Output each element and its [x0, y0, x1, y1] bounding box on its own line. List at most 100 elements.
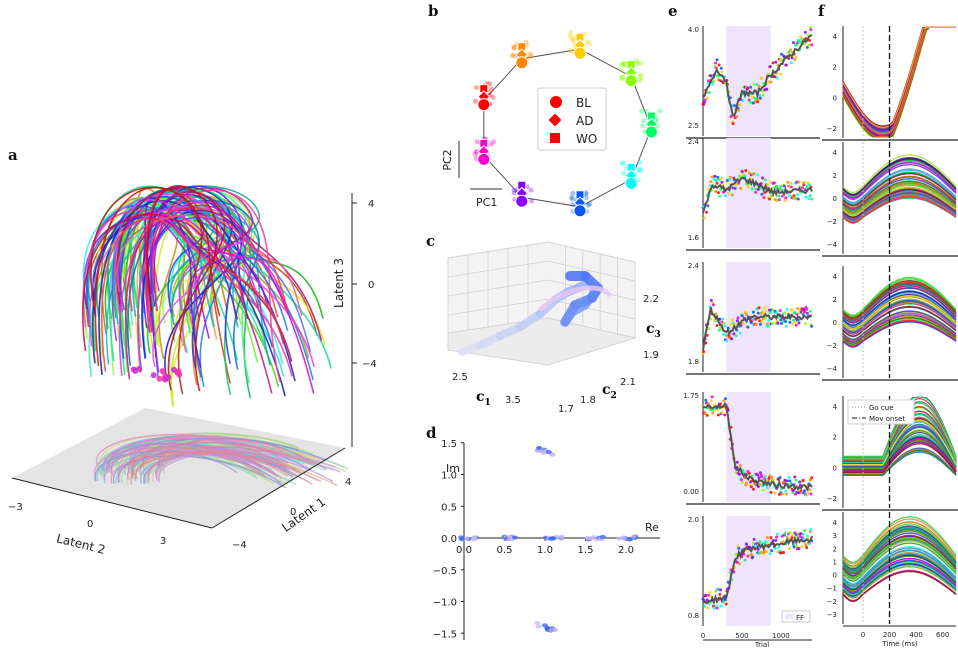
trial-dot — [568, 30, 574, 36]
smoothed-trace — [702, 401, 813, 492]
e-y-tick: 2.5 — [688, 122, 699, 130]
c3-tick: 2.2 — [643, 294, 659, 305]
time-course-line — [842, 283, 957, 321]
latent2-tick: 3 — [160, 536, 166, 547]
time-course-line — [842, 278, 957, 318]
time-course-line — [842, 523, 957, 569]
trial-point — [789, 61, 793, 65]
time-course-line — [842, 287, 957, 324]
x-tick-label: 1.5 — [578, 545, 594, 556]
trial-point — [719, 176, 723, 180]
trial-point — [765, 87, 769, 91]
trial-point — [797, 180, 801, 184]
trajectory-line — [118, 207, 266, 327]
trial-point — [771, 478, 775, 482]
y-tick-label: −1.0 — [433, 598, 457, 609]
trial-point — [803, 30, 807, 34]
ff-legend-box — [781, 610, 811, 623]
trial-dot — [487, 81, 493, 87]
trial-point — [799, 310, 803, 314]
trial-point — [703, 98, 707, 102]
trajectory-line — [133, 188, 251, 384]
trial-point — [789, 481, 793, 485]
endpoint-dot — [150, 372, 157, 379]
trial-dot — [638, 167, 644, 173]
trial-point — [784, 489, 788, 493]
panel-c: 2.2 1.9 c3 2.5 3.5 c1 1.7 1.8 2.1 c2 — [447, 241, 661, 415]
time-course-line — [842, 557, 957, 593]
ff-legend-swatch — [785, 614, 793, 619]
trial-point — [708, 184, 712, 188]
f-y-tick: 1 — [833, 558, 837, 566]
eigenvalue-points — [458, 445, 639, 633]
trial-point — [738, 463, 742, 467]
trial-point — [798, 480, 802, 484]
trial-point — [779, 321, 783, 325]
eigenvalue-point — [511, 535, 518, 540]
trial-point — [793, 310, 797, 314]
trial-point — [714, 189, 718, 193]
time-course-line — [842, 561, 957, 596]
time-course-line — [842, 178, 957, 211]
time-course-line — [842, 161, 957, 199]
trial-point — [800, 545, 804, 549]
trial-point — [775, 76, 779, 80]
time-course-line — [842, 181, 957, 213]
e-x-tick: 500 — [735, 632, 748, 640]
trial-point — [709, 74, 713, 78]
trial-point — [754, 317, 758, 321]
legend-bl: BL — [576, 96, 591, 110]
trial-point — [766, 324, 770, 328]
trial-point — [721, 317, 725, 321]
trajectory-line — [116, 188, 226, 391]
time-course-line — [842, 160, 957, 198]
trial-point — [732, 332, 736, 336]
trial-point — [733, 178, 737, 182]
trial-point — [715, 606, 719, 610]
trial-point — [741, 321, 745, 325]
trial-point — [791, 41, 795, 45]
latent1-tick: 4 — [345, 477, 351, 488]
trial-point — [791, 318, 795, 322]
c1-label: c1 — [476, 389, 491, 408]
panel-d: 1.5 1.0 0.5 0.0 −0.5 −1.0 −1.5 0.0 0.5 1.0 1.5 2.0… — [433, 439, 660, 640]
trial-point — [777, 194, 781, 198]
time-course-line — [842, 516, 957, 564]
trial-point — [751, 317, 755, 321]
latent3-tick: 4 — [368, 199, 374, 210]
trial-point — [734, 334, 738, 338]
trial-point — [711, 411, 715, 415]
time-course-line — [842, 295, 957, 330]
trial-point — [735, 319, 739, 323]
f-y-tick: 2 — [833, 172, 837, 180]
trial-point — [774, 60, 778, 64]
trial-dot — [619, 76, 625, 82]
latent1-tick: 0 — [290, 507, 296, 518]
trial-point — [757, 84, 761, 88]
trial-point — [715, 324, 719, 328]
trial-dot — [488, 141, 494, 147]
trial-dot — [620, 161, 626, 167]
trial-point — [804, 493, 808, 497]
trial-point — [796, 307, 800, 311]
y-tick-label: 0.0 — [441, 534, 457, 545]
trial-point — [721, 600, 725, 604]
trial-point — [764, 309, 768, 313]
f-y-tick: −2 — [827, 342, 837, 350]
trial-point — [734, 552, 738, 556]
panel-label-c: c — [426, 232, 435, 250]
trial-point — [803, 180, 807, 184]
trial-point — [751, 310, 755, 314]
bl-marker — [573, 46, 587, 60]
floor-projection-line — [94, 446, 275, 477]
trial-point — [801, 478, 805, 482]
trial-point — [755, 82, 759, 86]
trajectory-line — [82, 201, 284, 365]
trial-point — [744, 310, 748, 314]
smoothed-trace — [702, 176, 813, 214]
trial-point — [810, 476, 814, 480]
trial-point — [761, 176, 765, 180]
trial-point — [775, 532, 779, 536]
latent2-label: Latent 2 — [55, 531, 107, 557]
c2-tick: 2.1 — [620, 377, 636, 388]
